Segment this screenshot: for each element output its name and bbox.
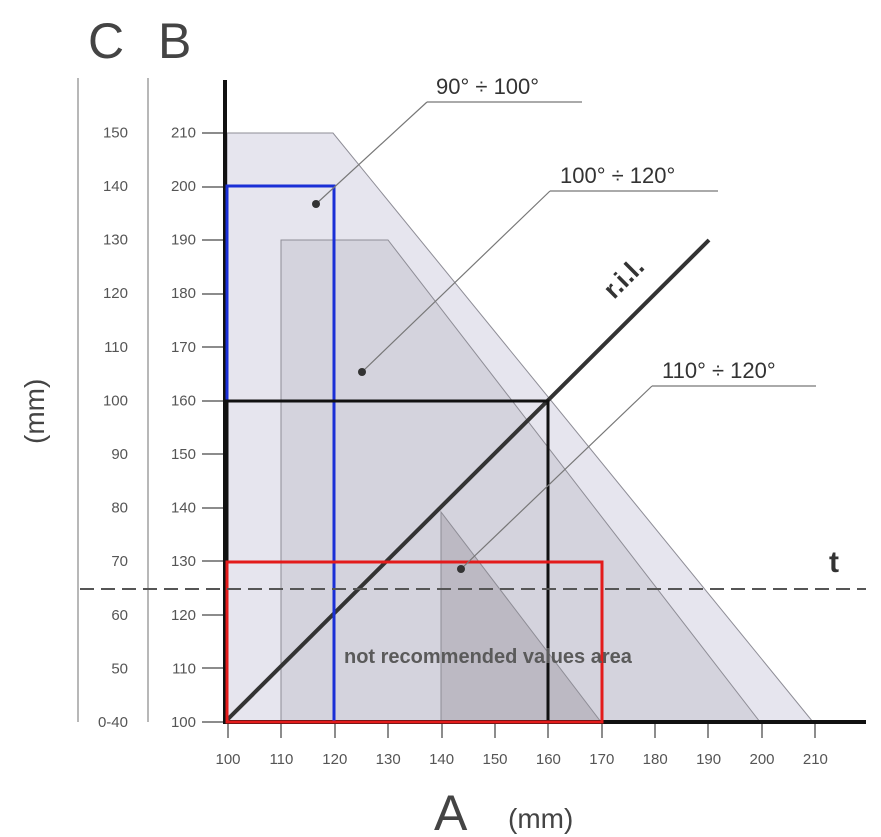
a-axis-unit: (mm) [508, 803, 573, 834]
c-tick-label: 110 [104, 339, 128, 356]
b-tick-label: 170 [171, 339, 196, 356]
b-tick-label: 110 [172, 660, 196, 677]
b-tick-label: 100 [171, 714, 196, 731]
b-tick-marks [202, 132, 225, 723]
a-tick-label: 210 [803, 751, 828, 768]
c-tick-label: 150 [103, 124, 128, 141]
a-tick-marks [227, 724, 816, 738]
b-axis-letter: B [158, 13, 191, 69]
a-tick-label: 160 [536, 751, 561, 768]
a-tick-labels: 100 110 120 130 140 150 160 170 180 190 200 210 [215, 751, 827, 768]
c-tick-label: 80 [111, 500, 128, 517]
c-tick-label: 50 [111, 660, 128, 677]
c-tick-label: 0-40 [98, 714, 128, 731]
b-tick-label: 210 [171, 124, 196, 141]
c-tick-label: 140 [103, 178, 128, 195]
a-tick-label: 170 [589, 751, 614, 768]
leader-90-100 [315, 101, 428, 205]
b-tick-label: 120 [171, 607, 196, 624]
dot-110-120 [457, 565, 465, 573]
leader-100-120 [361, 190, 551, 373]
a-tick-label: 130 [376, 751, 401, 768]
c-tick-labels: 0-40 50 60 70 80 90 100 110 120 130 140 150 [98, 124, 128, 731]
label-100-120: 100° ÷ 120° [560, 163, 675, 188]
not-recommended-label: not recommended values area [344, 646, 633, 668]
b-tick-label: 180 [171, 285, 196, 302]
b-tick-label: 190 [171, 232, 196, 249]
c-tick-label: 70 [111, 553, 128, 570]
c-tick-label: 90 [111, 446, 128, 463]
a-tick-label: 120 [322, 751, 347, 768]
a-tick-label: 180 [643, 751, 668, 768]
b-tick-label: 160 [171, 392, 196, 409]
a-tick-label: 200 [749, 751, 774, 768]
t-label: t [829, 546, 839, 579]
ril-label: r.i.l. [597, 251, 650, 304]
a-axis-letter: A [434, 785, 468, 837]
label-110-120: 110° ÷ 120° [662, 358, 776, 383]
b-tick-label: 200 [171, 178, 196, 195]
leader-110-120 [460, 385, 653, 570]
c-axis-letter: C [88, 13, 124, 69]
c-tick-label: 60 [111, 607, 128, 624]
ril-line [225, 238, 711, 722]
b-tick-label: 140 [171, 500, 196, 517]
b-tick-label: 130 [171, 553, 196, 570]
c-tick-label: 120 [103, 285, 128, 302]
b-tick-label: 150 [171, 446, 196, 463]
a-tick-label: 140 [429, 751, 454, 768]
c-axis-unit: (mm) [19, 379, 50, 444]
a-tick-label: 110 [269, 751, 293, 768]
label-90-100: 90° ÷ 100° [436, 74, 539, 99]
dot-100-120 [358, 368, 366, 376]
a-tick-label: 190 [696, 751, 721, 768]
b-tick-labels: 100 110 120 130 140 150 160 170 180 190 200 210 [171, 124, 196, 731]
red-rectangle [225, 560, 604, 724]
c-tick-label: 100 [103, 392, 128, 409]
c-tick-label: 130 [103, 232, 128, 249]
dot-90-100 [312, 200, 320, 208]
a-tick-label: 150 [482, 751, 507, 768]
a-tick-label: 100 [215, 751, 240, 768]
